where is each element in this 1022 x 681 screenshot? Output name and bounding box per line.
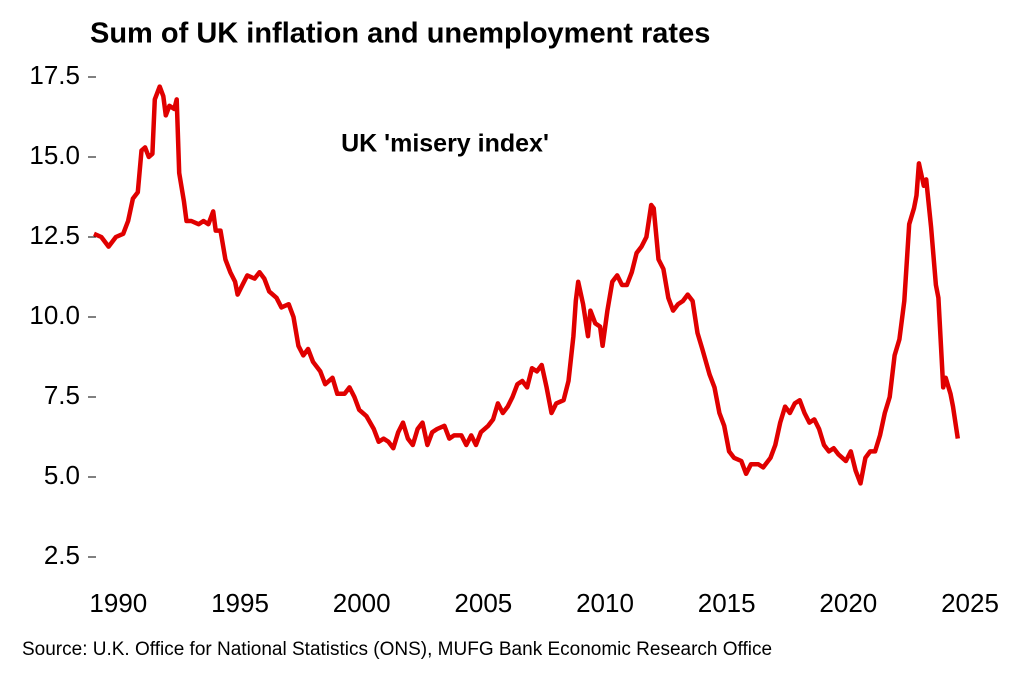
y-tick-label: 10.0 (29, 300, 80, 330)
x-tick-label: 2015 (698, 588, 756, 618)
x-tick-label: 1990 (89, 588, 147, 618)
y-tick-label: 12.5 (29, 220, 80, 250)
x-tick-label: 2005 (454, 588, 512, 618)
x-tick-label: 2010 (576, 588, 634, 618)
x-tick-label: 1995 (211, 588, 269, 618)
x-tick-label: 2000 (333, 588, 391, 618)
y-tick-label: 15.0 (29, 140, 80, 170)
y-tick-label: 17.5 (29, 60, 80, 90)
x-tick-label: 2025 (941, 588, 999, 618)
annotation: UK 'misery index' (341, 130, 549, 158)
y-tick-label: 7.5 (44, 380, 80, 410)
chart-title: Sum of UK inflation and unemployment rat… (90, 18, 710, 50)
y-tick-label: 2.5 (44, 540, 80, 570)
y-tick-label: 5.0 (44, 460, 80, 490)
source-note: Source: U.K. Office for National Statist… (22, 639, 772, 660)
x-tick-label: 2020 (819, 588, 877, 618)
series-line (93, 84, 961, 486)
